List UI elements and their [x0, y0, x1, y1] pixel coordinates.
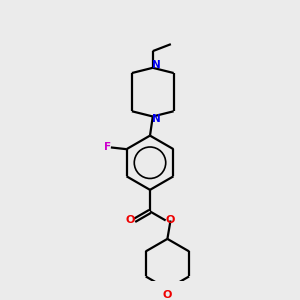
Text: O: O — [165, 215, 175, 226]
Text: O: O — [163, 290, 172, 299]
Text: O: O — [125, 215, 135, 226]
Text: F: F — [104, 142, 111, 152]
Text: N: N — [152, 114, 161, 124]
Text: N: N — [152, 60, 161, 70]
